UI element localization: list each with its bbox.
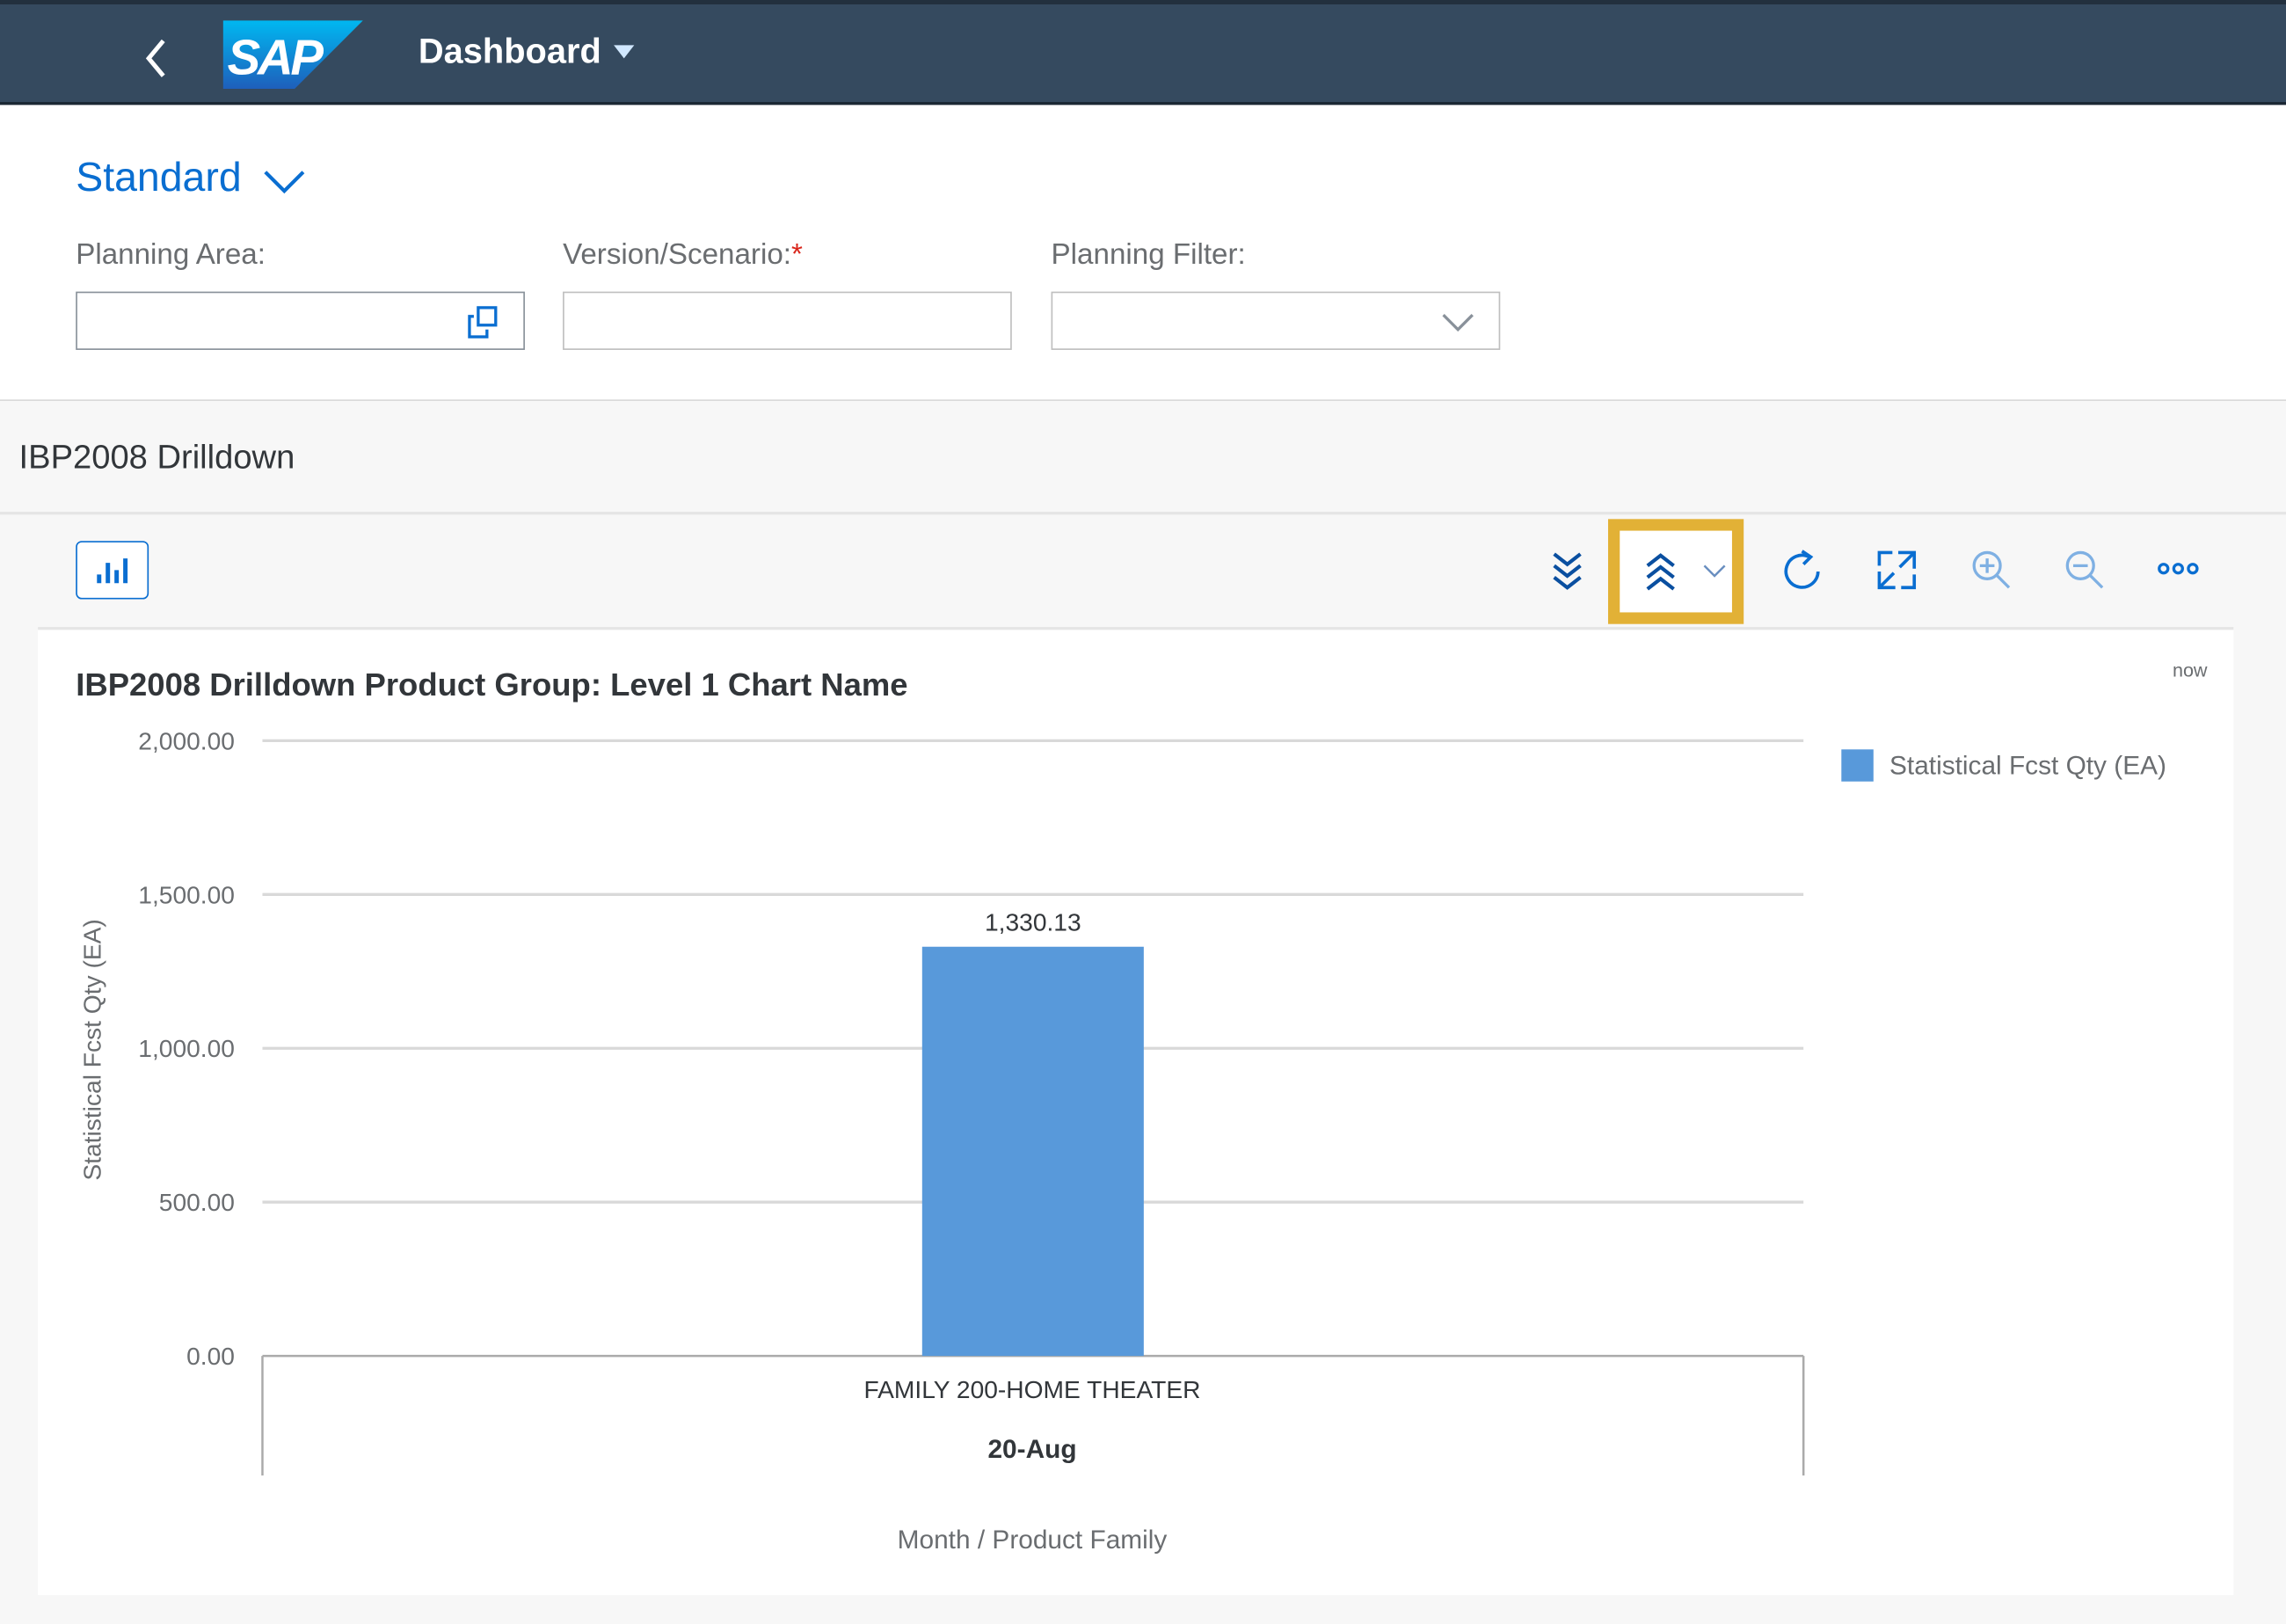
chevron-down-icon <box>263 171 304 194</box>
y-tick-label: 2,000.00 <box>138 726 235 754</box>
y-axis-title: Statistical Fcst Qty (EA) <box>77 919 106 1180</box>
value-help-icon[interactable] <box>465 305 503 340</box>
section-header: IBP2008 Drilldown <box>0 401 2286 515</box>
drill-down-icon[interactable] <box>1550 548 1585 592</box>
chart-type-button[interactable] <box>76 541 149 600</box>
y-tick-label: 1,000.00 <box>138 1034 235 1062</box>
variant-selector[interactable]: Standard <box>76 155 305 201</box>
chevron-left-icon[interactable] <box>140 36 171 80</box>
chart-title: IBP2008 Drilldown Product Group: Level 1… <box>76 666 907 703</box>
data-label: 1,330.13 <box>985 907 1081 936</box>
bar[interactable] <box>921 946 1144 1357</box>
version-scenario-label: Version/Scenario:* <box>563 238 803 272</box>
zoom-out-icon[interactable] <box>2063 548 2107 592</box>
section-title: IBP2008 Drilldown <box>18 437 295 476</box>
required-mark: * <box>791 238 803 272</box>
timestamp: now <box>2172 659 2208 681</box>
y-tick-label: 0.00 <box>186 1342 235 1370</box>
legend-label[interactable]: Statistical Fcst Qty (EA) <box>1889 752 2166 781</box>
chevron-down-icon <box>1442 313 1474 332</box>
y-tick-label: 1,500.00 <box>138 880 235 908</box>
x-group-label: 20-Aug <box>987 1435 1076 1464</box>
x-axis-title: Month / Product Family <box>898 1526 1168 1555</box>
x-tick-label: FAMILY 200-HOME THEATER <box>863 1375 1200 1403</box>
filter-bar: Standard Planning Area: Version/Scenario… <box>0 105 2286 402</box>
planning-area-input[interactable] <box>76 291 525 350</box>
app-title: Dashboard <box>418 32 601 72</box>
legend-swatch <box>1841 749 1874 782</box>
svg-text:SAP: SAP <box>228 30 324 85</box>
variant-name: Standard <box>76 154 242 200</box>
planning-area-label: Planning Area: <box>76 238 266 272</box>
fullscreen-icon[interactable] <box>1875 548 1918 592</box>
y-tick-label: 500.00 <box>159 1188 235 1216</box>
planning-filter-label: Planning Filter: <box>1051 238 1246 272</box>
refresh-icon[interactable] <box>1781 548 1825 594</box>
version-scenario-input[interactable] <box>563 291 1012 350</box>
planning-filter-select[interactable] <box>1051 291 1501 350</box>
caret-down-icon <box>614 45 635 59</box>
sap-logo: SAP <box>222 20 363 90</box>
drill-up-button[interactable] <box>1607 519 1744 624</box>
shell-header: SAP Dashboard <box>0 0 2286 106</box>
chart-type-icon <box>97 558 128 584</box>
zoom-in-icon[interactable] <box>1969 548 2013 592</box>
app-title-menu[interactable]: Dashboard <box>419 32 639 72</box>
chevron-down-icon <box>1703 564 1726 578</box>
chart-toolbar <box>0 513 2286 627</box>
more-icon[interactable] <box>2156 557 2200 580</box>
drill-up-icon <box>1646 553 1675 591</box>
